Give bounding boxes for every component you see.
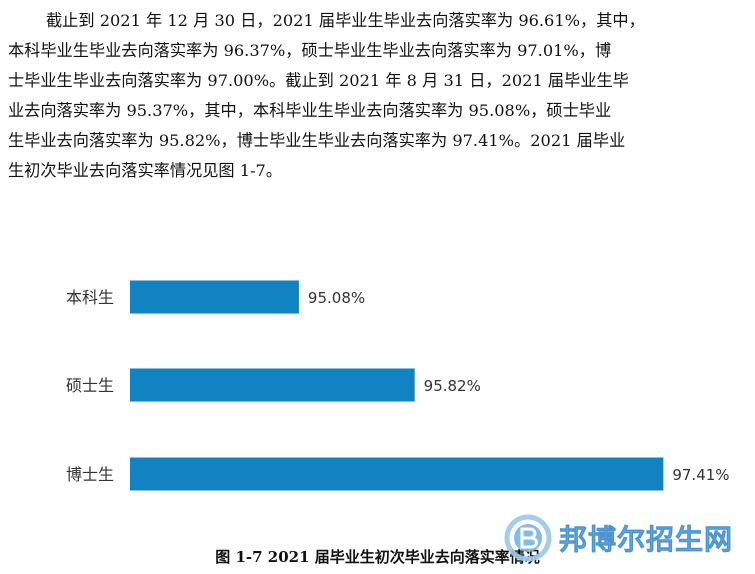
bar [130,368,415,402]
watermark: 邦博尔招生网 [503,510,733,566]
paragraph-line: 本科毕业生毕业去向落实率为 96.37%，硕士毕业生毕业去向落实率为 97.01… [8,41,612,60]
paragraph-line: 生毕业去向落实率为 95.82%，博士毕业生毕业去向落实率为 97.41%。20… [8,131,626,150]
watermark-text: 邦博尔招生网 [559,523,734,557]
category-label: 本科生 [66,288,114,307]
bar [130,280,299,314]
paragraph-line: 生初次毕业去向落实率情况见图 1-7。 [8,161,283,180]
body-paragraph: 截止到 2021 年 12 月 30 日，2021 届毕业生毕业去向落实率为 9… [8,6,748,186]
figure-caption: 图 1-7 2021 届毕业生初次毕业去向落实率情况 [215,548,540,566]
paragraph-line: 士毕业生毕业去向落实率为 97.00%。截止到 2021 年 8 月 31 日，… [8,71,629,90]
data-label: 97.41% [672,466,729,484]
paragraph-line: 截止到 2021 年 12 月 30 日，2021 届毕业生毕业去向落实率为 9… [46,11,645,30]
bar-chart: 本科生 95.08% 硕士生 95.82% 博士生 97.41% [66,280,730,491]
bar [130,457,664,491]
category-label: 博士生 [66,465,114,484]
watermark-logo-icon [504,514,552,562]
category-label: 硕士生 [66,376,114,395]
data-label: 95.82% [424,377,481,395]
data-label: 95.08% [308,289,365,307]
paragraph-line: 业去向落实率为 95.37%，其中，本科毕业生毕业去向落实率为 95.08%，硕… [8,101,612,120]
